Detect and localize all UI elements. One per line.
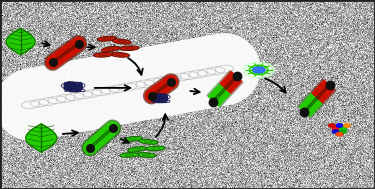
Circle shape	[243, 62, 274, 78]
Ellipse shape	[120, 153, 139, 157]
Circle shape	[247, 64, 271, 76]
Polygon shape	[6, 28, 35, 55]
Ellipse shape	[120, 46, 139, 50]
Ellipse shape	[128, 147, 146, 152]
Ellipse shape	[136, 153, 156, 157]
Circle shape	[336, 124, 343, 127]
Ellipse shape	[112, 39, 131, 44]
Ellipse shape	[146, 146, 165, 151]
Circle shape	[328, 124, 335, 127]
Ellipse shape	[93, 53, 113, 57]
Circle shape	[340, 127, 346, 130]
Circle shape	[344, 124, 350, 127]
Ellipse shape	[139, 139, 158, 144]
Circle shape	[336, 132, 343, 136]
Ellipse shape	[97, 36, 117, 41]
Polygon shape	[26, 124, 57, 152]
Ellipse shape	[123, 136, 143, 141]
Circle shape	[340, 130, 346, 133]
Circle shape	[332, 130, 339, 133]
Circle shape	[332, 127, 339, 130]
Ellipse shape	[101, 46, 120, 52]
Ellipse shape	[110, 52, 130, 57]
Circle shape	[252, 67, 265, 73]
